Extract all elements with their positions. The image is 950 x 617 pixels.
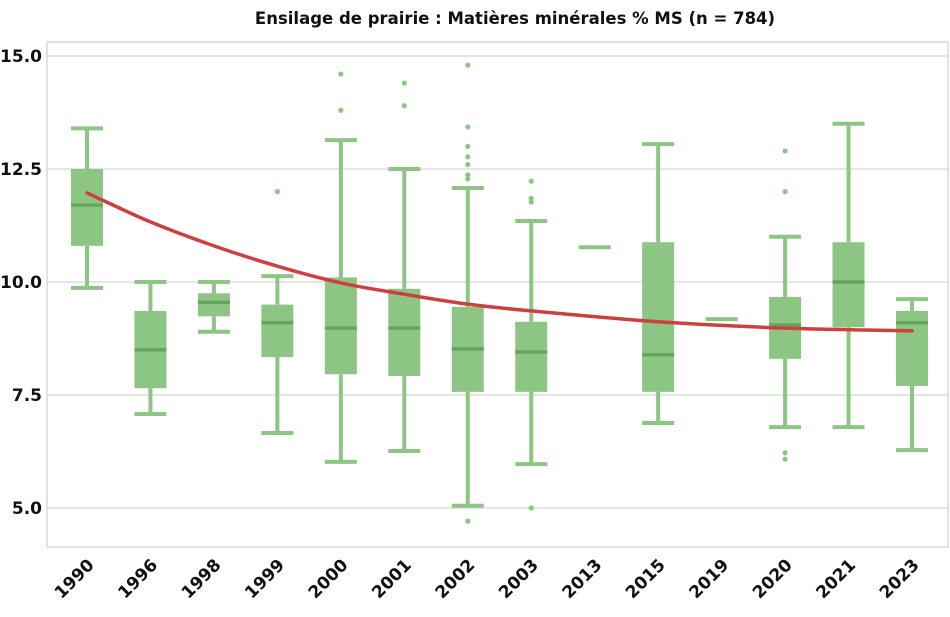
- x-tick-label: 2013: [559, 555, 607, 603]
- outlier-point: [465, 176, 471, 182]
- outlier-point: [782, 456, 788, 462]
- x-tick-label: 1996: [114, 555, 162, 603]
- y-tick-label: 7.5: [12, 386, 42, 406]
- y-tick-label: 5.0: [12, 499, 42, 519]
- outlier-point: [782, 189, 788, 195]
- x-tick-label: 2015: [622, 555, 670, 603]
- y-tick-label: 12.5: [0, 160, 42, 180]
- box-2003: [515, 178, 548, 511]
- iqr-box: [261, 304, 294, 358]
- y-axis-ticks: 5.0 7.5 10.0 12.5 15.0: [0, 47, 42, 519]
- iqr-box: [515, 321, 548, 392]
- outlier-point: [528, 178, 534, 184]
- trend-line-group: [85, 191, 914, 333]
- outlier-point: [465, 172, 471, 178]
- box-1990: [71, 126, 103, 290]
- outlier-point: [401, 80, 407, 86]
- x-tick-label: 1998: [178, 555, 226, 603]
- iqr-box: [832, 242, 865, 328]
- x-tick-label: 2020: [749, 555, 797, 603]
- chart-title: Ensilage de prairie : Matières minérales…: [255, 9, 775, 28]
- iqr-box: [324, 277, 357, 375]
- box-2000: [324, 71, 357, 464]
- x-tick-label: 1990: [51, 555, 99, 603]
- x-tick-label: 2003: [495, 555, 543, 603]
- box-2001: [388, 80, 421, 454]
- x-tick-label: 2001: [368, 555, 416, 603]
- outlier-point: [338, 107, 344, 113]
- y-tick-label: 15.0: [0, 47, 42, 67]
- x-tick-label: 2002: [432, 555, 480, 603]
- iqr-box: [642, 242, 675, 392]
- outlier-point: [528, 195, 534, 201]
- outlier-point: [465, 62, 471, 68]
- outlier-point: [528, 505, 534, 511]
- iqr-box: [197, 293, 230, 317]
- outlier-point: [782, 450, 788, 456]
- box-2023: [896, 297, 928, 453]
- box-2021: [832, 121, 865, 430]
- outlier-point: [528, 199, 534, 205]
- iqr-box: [388, 288, 421, 377]
- boxes: [71, 62, 928, 524]
- y-tick-label: 10.0: [0, 273, 42, 293]
- plot-frame: [46, 41, 949, 548]
- x-axis-ticks: 1990 1996 1998 1999 2000 2001 2002 2003 2013 2015…: [51, 555, 924, 603]
- iqr-box: [71, 169, 103, 246]
- outlier-point: [465, 124, 471, 130]
- outlier-point: [782, 148, 788, 154]
- x-tick-label: 2021: [812, 555, 860, 603]
- box-1996: [134, 280, 167, 416]
- trend-line: [85, 191, 914, 333]
- x-tick-label: 2000: [305, 555, 353, 603]
- outlier-point: [401, 103, 407, 109]
- box-1998: [197, 280, 230, 334]
- outlier-point: [465, 154, 471, 160]
- outlier-point: [465, 161, 471, 168]
- x-tick-label: 2019: [686, 555, 734, 603]
- box-1999: [261, 189, 294, 435]
- box-2002: [451, 62, 484, 524]
- box-2015: [642, 142, 675, 426]
- x-tick-label: 2023: [876, 555, 924, 603]
- outlier-point: [465, 518, 471, 524]
- gridlines: [47, 55, 948, 509]
- outlier-point: [465, 143, 471, 149]
- outlier-point: [338, 71, 344, 77]
- x-tick-label: 1999: [241, 555, 289, 603]
- outlier-point: [274, 189, 280, 195]
